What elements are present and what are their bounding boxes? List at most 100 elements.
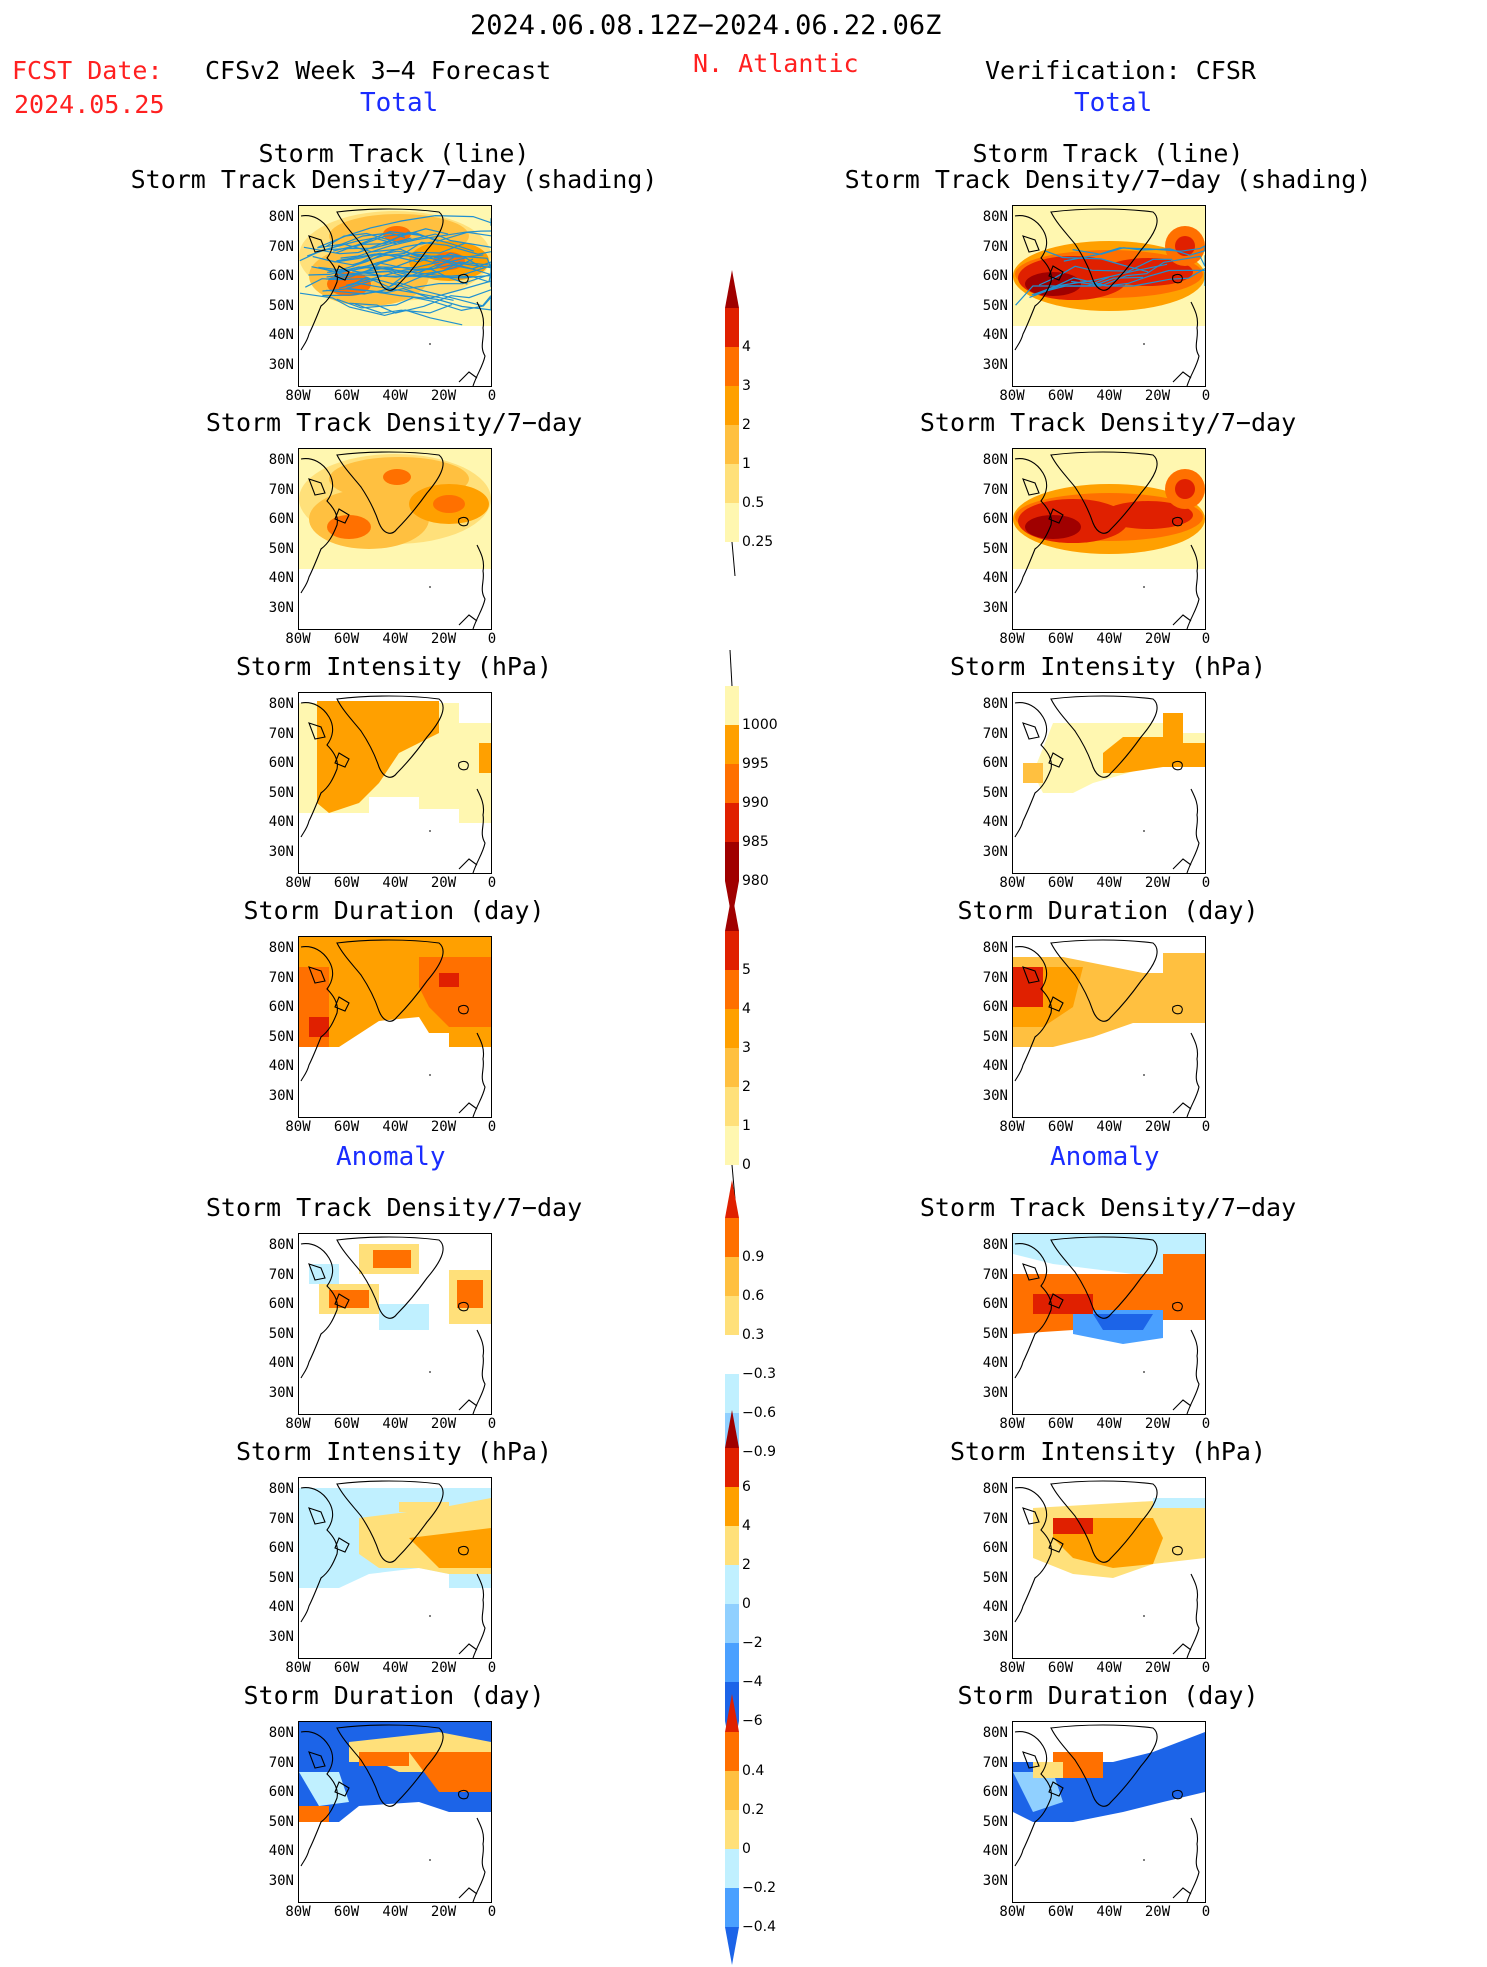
lon-label-verification-r1: 40W [1096, 631, 1122, 647]
lat-label-verification-r5: 60N [982, 1540, 1008, 1556]
lon-label-forecast-r2: 0 [487, 875, 497, 891]
colorbar-label-duration-total: 1 [742, 1118, 751, 1134]
section-total-left: Total [360, 88, 439, 118]
colorbar-label-track-density-total: 0.5 [742, 495, 765, 511]
lon-label-verification-r0: 80W [999, 388, 1025, 404]
lon-label-verification-r3: 40W [1096, 1119, 1122, 1135]
lon-label-forecast-r5: 40W [382, 1660, 408, 1676]
lat-label-forecast-r1: 60N [268, 511, 294, 527]
lon-label-verification-r5: 40W [1096, 1660, 1122, 1676]
map-forecast-r6 [298, 1721, 492, 1903]
panel-title-verification-r2-intensity: Storm Intensity (hPa) [949, 652, 1267, 681]
colorbar-label-intensity-total: 1000 [742, 717, 778, 733]
lat-label-verification-r3: 50N [982, 1028, 1008, 1045]
map-forecast-r3 [298, 936, 492, 1118]
lat-label-forecast-r0: 80N [268, 209, 294, 225]
lat-label-forecast-r2: 40N [268, 814, 294, 830]
lat-label-verification-r0: 50N [982, 297, 1008, 314]
lon-label-verification-r1: 80W [999, 631, 1025, 647]
lon-label-forecast-r3: 60W [333, 1119, 360, 1135]
lat-label-forecast-r3: 30N [268, 1087, 294, 1104]
colorbar-label-intensity-anom: 2 [742, 1557, 751, 1573]
lat-label-verification-r1: 60N [982, 511, 1008, 527]
lon-label-verification-r6: 40W [1096, 1904, 1122, 1920]
panel-title-forecast-r3-duration: Storm Duration (day) [243, 896, 545, 925]
lon-label-verification-r0: 40W [1096, 388, 1122, 404]
lat-label-forecast-r4: 60N [268, 1296, 294, 1312]
lat-label-verification-r3: 40N [982, 1058, 1008, 1074]
lat-label-forecast-r5: 70N [268, 1510, 294, 1527]
lat-label-verification-r0: 30N [982, 356, 1008, 373]
lat-label-forecast-r3: 60N [268, 999, 294, 1015]
panel-title-forecast-r5-intensity: Storm Intensity (hPa) [235, 1437, 553, 1466]
lat-label-verification-r5: 70N [982, 1510, 1008, 1527]
lat-label-forecast-r1: 80N [268, 452, 294, 468]
lon-label-forecast-r3: 0 [487, 1119, 497, 1135]
colorbar-label-intensity-anom: 0 [742, 1596, 751, 1612]
lon-label-verification-r1: 0 [1201, 631, 1211, 647]
lon-label-verification-r6: 80W [999, 1904, 1025, 1920]
colorbar-label-track-density-total: 3 [742, 378, 751, 394]
lon-label-verification-r5: 0 [1201, 1660, 1211, 1676]
colorbar-label-intensity-total: 990 [742, 795, 769, 811]
lat-label-verification-r1: 70N [982, 481, 1008, 498]
colorbar-label-intensity-anom: 4 [742, 1518, 751, 1534]
lat-label-verification-r5: 50N [982, 1569, 1008, 1586]
lon-label-forecast-r3: 20W [430, 1119, 457, 1135]
lon-label-verification-r2: 40W [1096, 875, 1122, 891]
colorbar-label-intensity-total: 995 [742, 756, 769, 772]
panel-title-verification-r0-track_shading: Storm Track Density/7−day (shading) [844, 165, 1372, 194]
lat-label-verification-r4: 70N [982, 1266, 1008, 1283]
lon-label-verification-r5: 80W [999, 1660, 1025, 1676]
lon-label-forecast-r1: 0 [487, 631, 497, 647]
date-range-title: 2024.06.08.12Z−2024.06.22.06Z [470, 10, 942, 41]
lat-label-forecast-r4: 70N [268, 1266, 294, 1283]
lat-label-forecast-r3: 50N [268, 1028, 294, 1045]
lon-label-forecast-r2: 20W [430, 875, 457, 891]
panel-title-forecast-r1-density: Storm Track Density/7−day [205, 408, 583, 437]
colorbar-label-track-density-total: 4 [742, 339, 751, 355]
lon-label-forecast-r6: 80W [285, 1904, 311, 1920]
lat-label-verification-r2: 40N [982, 814, 1008, 830]
lon-label-verification-r6: 20W [1144, 1904, 1171, 1920]
lat-label-forecast-r2: 30N [268, 843, 294, 860]
lon-label-verification-r5: 60W [1047, 1660, 1074, 1676]
lon-label-forecast-r6: 60W [333, 1904, 360, 1920]
colorbar-label-intensity-anom: −2 [742, 1635, 763, 1651]
lon-label-verification-r6: 60W [1047, 1904, 1074, 1920]
lat-label-forecast-r3: 40N [268, 1058, 294, 1074]
colorbar-label-track-density-anom: −0.6 [742, 1405, 776, 1421]
lat-label-forecast-r0: 50N [268, 297, 294, 314]
lat-label-verification-r1: 30N [982, 599, 1008, 616]
lat-label-verification-r4: 40N [982, 1355, 1008, 1371]
colorbar-label-intensity-total: 985 [742, 834, 769, 850]
lon-label-forecast-r6: 0 [487, 1904, 497, 1920]
panel-title-verification-r3-duration: Storm Duration (day) [957, 896, 1259, 925]
lon-label-forecast-r5: 20W [430, 1660, 457, 1676]
lat-label-forecast-r1: 50N [268, 540, 294, 557]
fcst-date-label: FCST Date: [12, 56, 163, 85]
map-verification-r6 [1012, 1721, 1206, 1903]
lat-label-forecast-r6: 50N [268, 1813, 294, 1830]
region-label: N. Atlantic [693, 49, 859, 78]
lat-label-verification-r0: 40N [982, 327, 1008, 343]
lon-label-forecast-r1: 60W [333, 631, 360, 647]
lon-label-verification-r3: 20W [1144, 1119, 1171, 1135]
lat-label-verification-r3: 80N [982, 940, 1008, 956]
lon-label-forecast-r4: 40W [382, 1416, 408, 1432]
lon-label-forecast-r0: 0 [487, 388, 497, 404]
map-verification-r0 [1012, 205, 1206, 387]
lon-label-forecast-r2: 60W [333, 875, 360, 891]
lon-label-verification-r3: 60W [1047, 1119, 1074, 1135]
colorbar-duration-total [725, 891, 739, 1205]
lon-label-verification-r1: 20W [1144, 631, 1171, 647]
lon-label-forecast-r4: 60W [333, 1416, 360, 1432]
panel-title-verification-r0-track_line: Storm Track (line) [972, 139, 1244, 168]
lat-label-forecast-r5: 60N [268, 1540, 294, 1556]
lon-label-verification-r3: 80W [999, 1119, 1025, 1135]
lon-label-forecast-r5: 0 [487, 1660, 497, 1676]
lon-label-verification-r2: 0 [1201, 875, 1211, 891]
colorbar-label-duration-total: 2 [742, 1079, 751, 1095]
lat-label-verification-r2: 80N [982, 696, 1008, 712]
lat-label-forecast-r5: 30N [268, 1628, 294, 1645]
